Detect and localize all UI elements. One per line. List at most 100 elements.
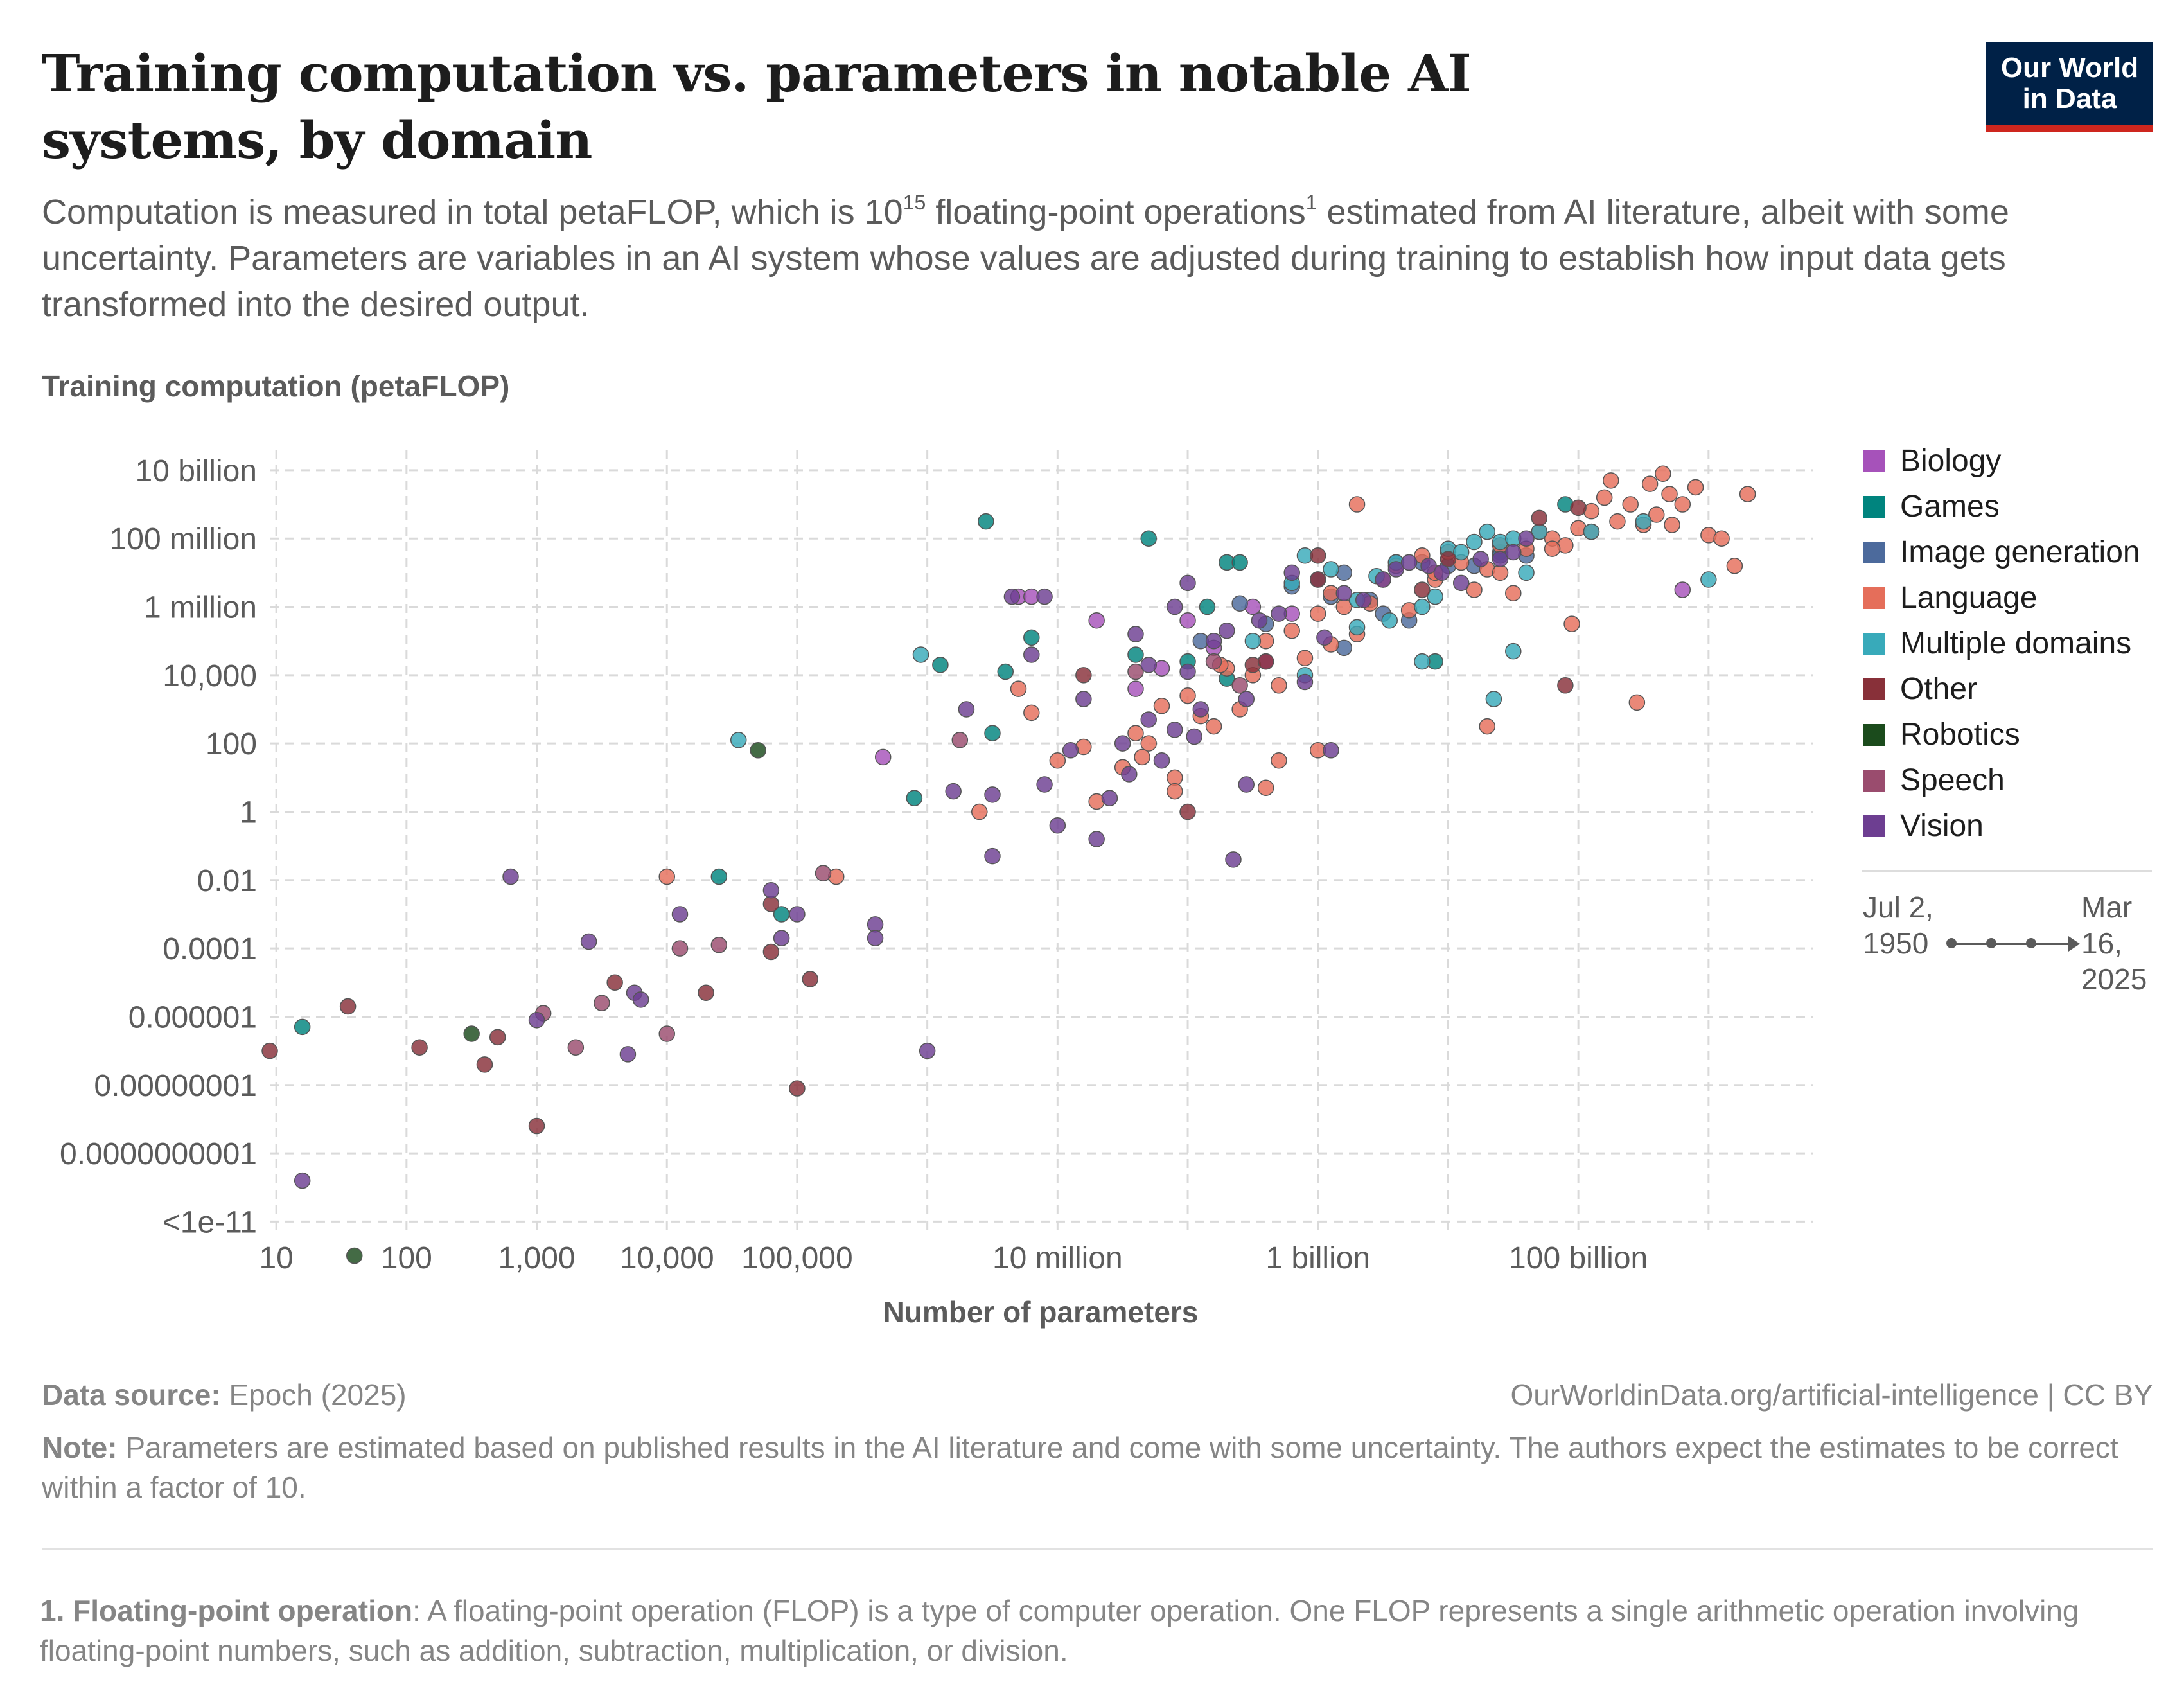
data-point-speech[interactable] [951,732,969,748]
data-point-language[interactable] [1271,677,1287,694]
data-point-vision[interactable] [1186,728,1202,745]
data-point-vision[interactable] [1036,776,1053,793]
data-point-vision[interactable] [1420,557,1437,574]
data-point-multiple-domains[interactable] [730,732,747,748]
data-point-games[interactable] [710,868,728,885]
data-point-biology[interactable] [874,748,892,766]
data-point-vision[interactable] [1205,632,1222,650]
data-point-vision[interactable] [1433,564,1450,581]
data-point-other[interactable] [606,974,623,991]
data-point-language[interactable] [1655,465,1671,482]
data-point-other[interactable] [802,971,818,987]
data-point-vision[interactable] [1179,663,1196,680]
data-point-games[interactable] [984,725,1001,741]
data-point-vision[interactable] [867,930,884,946]
data-point-language[interactable] [1127,725,1144,741]
data-point-image-generation[interactable] [1231,595,1248,612]
data-point-speech[interactable] [710,937,728,953]
data-point-games[interactable] [1127,646,1144,663]
data-point-language[interactable] [1283,622,1300,639]
data-point-vision[interactable] [1238,691,1255,707]
data-point-other[interactable] [411,1039,428,1056]
data-point-vision[interactable] [671,906,689,923]
data-point-games[interactable] [1140,530,1157,547]
data-point-vision[interactable] [773,930,790,946]
timeline-control[interactable]: Jul 2, 1950 Mar 16, 2025 [1863,889,2158,998]
data-point-vision[interactable] [1153,752,1170,769]
data-point-other[interactable] [528,1117,545,1135]
data-point-other[interactable] [1179,803,1196,820]
data-point-language[interactable] [1479,718,1495,735]
data-point-language[interactable] [1596,489,1613,506]
data-point-language[interactable] [1257,779,1274,797]
data-point-vision[interactable] [1492,551,1509,567]
data-point-vision[interactable] [1323,742,1339,759]
data-point-biology[interactable] [1179,612,1196,629]
data-point-vision[interactable] [1167,598,1183,615]
data-point-vision[interactable] [958,701,975,718]
data-point-other[interactable] [1440,551,1457,567]
data-point-vision[interactable] [1179,574,1196,592]
data-point-vision[interactable] [502,868,519,885]
data-point-vision[interactable] [1400,554,1418,571]
data-point-language[interactable] [1739,486,1756,502]
data-point-games[interactable] [906,790,923,806]
data-point-vision[interactable] [1518,530,1535,547]
data-point-vision[interactable] [1283,564,1300,581]
data-point-vision[interactable] [1296,673,1314,691]
data-point-language[interactable] [1049,752,1066,769]
data-point-language[interactable] [1140,735,1157,752]
data-point-other[interactable] [1309,547,1326,564]
legend-item-biology[interactable]: Biology [1863,438,2140,484]
data-point-vision[interactable] [632,991,649,1008]
data-point-games[interactable] [1199,598,1216,615]
legend-item-multiple-domains[interactable]: Multiple domains [1863,621,2140,666]
data-point-language[interactable] [1622,496,1639,513]
data-point-vision[interactable] [984,786,1001,803]
data-point-vision[interactable] [1355,592,1372,608]
data-point-language[interactable] [1466,581,1483,598]
data-point-vision[interactable] [1251,612,1268,629]
data-point-multiple-domains[interactable] [1479,523,1495,540]
data-point-other[interactable] [1557,677,1574,694]
data-point-language[interactable] [658,868,675,885]
data-point-language[interactable] [1134,748,1150,766]
data-point-vision[interactable] [1114,735,1131,752]
data-point-vision[interactable] [1003,588,1021,605]
data-point-speech[interactable] [658,1025,675,1042]
data-point-multiple-domains[interactable] [1414,653,1431,670]
data-point-vision[interactable] [1375,571,1391,588]
data-point-games[interactable] [997,663,1014,680]
data-point-vision[interactable] [1023,646,1040,663]
data-point-other[interactable] [762,943,780,961]
data-point-games[interactable] [978,513,994,530]
data-point-other[interactable] [1257,653,1274,670]
data-point-language[interactable] [1628,694,1646,711]
data-point-biology[interactable] [1674,581,1691,598]
data-point-multiple-domains[interactable] [1381,612,1398,629]
data-point-vision[interactable] [528,1012,545,1029]
data-point-multiple-domains[interactable] [1244,632,1262,650]
data-point-vision[interactable] [580,933,597,950]
data-point-speech[interactable] [1205,653,1222,670]
data-point-vision[interactable] [1219,622,1235,639]
data-point-games[interactable] [294,1018,311,1036]
data-point-robotics[interactable] [463,1025,480,1042]
data-point-vision[interactable] [1472,551,1489,567]
data-point-vision[interactable] [1101,790,1118,806]
timeline-start-handle[interactable] [1946,938,1957,948]
data-point-speech[interactable] [594,995,610,1011]
data-point-games[interactable] [1023,629,1040,646]
legend-item-other[interactable]: Other [1863,666,2140,712]
data-point-vision[interactable] [1225,851,1242,868]
data-point-other[interactable] [1570,499,1587,517]
data-point-vision[interactable] [867,916,884,933]
data-point-vision[interactable] [945,783,962,800]
data-point-language[interactable] [1010,680,1027,697]
owid-logo[interactable]: Our World in Data [1986,42,2153,132]
data-point-other[interactable] [261,1042,278,1059]
data-point-language[interactable] [1271,752,1287,769]
data-point-biology[interactable] [1088,612,1105,629]
data-point-speech[interactable] [671,940,689,957]
data-point-vision[interactable] [619,1046,637,1063]
